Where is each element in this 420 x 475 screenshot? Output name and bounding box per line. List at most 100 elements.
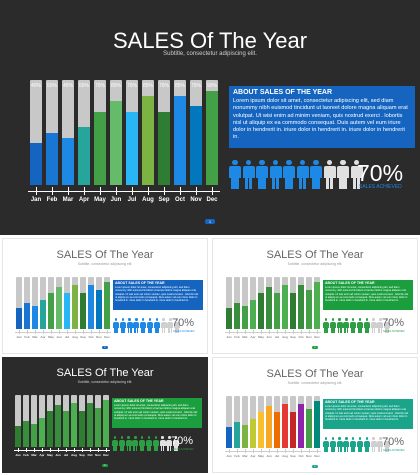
person-leg bbox=[344, 446, 347, 453]
month-label-jun: Jun bbox=[55, 453, 61, 457]
person-leg bbox=[353, 327, 356, 334]
bar-nov bbox=[305, 409, 313, 448]
person-torso bbox=[133, 321, 140, 328]
slide-page-indicator[interactable]: 1 bbox=[102, 346, 108, 349]
x-axis-line bbox=[15, 332, 111, 333]
person-torso bbox=[350, 166, 363, 179]
bar-mar bbox=[241, 305, 249, 329]
month-label-jul: Jul bbox=[274, 454, 280, 458]
month-label-aug: Aug bbox=[142, 197, 154, 203]
person-leg bbox=[285, 178, 289, 190]
x-axis-tick bbox=[301, 330, 302, 334]
person-head bbox=[245, 160, 251, 166]
month-label-apr: Apr bbox=[250, 335, 256, 339]
month-label-dec: Dec bbox=[206, 197, 218, 203]
month-label-aug: Aug bbox=[282, 454, 288, 458]
bar-track-apr bbox=[249, 277, 257, 329]
month-label-mar: Mar bbox=[31, 453, 37, 457]
person-head bbox=[147, 436, 151, 439]
bar-track-dec bbox=[103, 277, 111, 329]
person-icon bbox=[152, 436, 159, 452]
person-leg bbox=[312, 178, 316, 190]
person-torso bbox=[329, 440, 336, 447]
bar-apr bbox=[249, 300, 257, 329]
person-leg bbox=[316, 178, 320, 190]
x-axis-tick bbox=[52, 187, 53, 195]
slide-preview-light-green[interactable]: SALES Of The Year Subtitle, consectetur a… bbox=[212, 238, 418, 354]
person-torso bbox=[323, 440, 329, 447]
big-percent: 70% bbox=[382, 436, 405, 448]
slide-preview-light-multicolor[interactable]: SALES Of The Year Subtitle, consectetur a… bbox=[212, 357, 418, 473]
month-label-dec: Dec bbox=[314, 454, 320, 458]
person-leg bbox=[116, 327, 118, 334]
bar-track-aug: 85% bbox=[141, 80, 155, 185]
person-icon bbox=[229, 160, 241, 190]
bar-track-may bbox=[257, 396, 265, 448]
slide-preview-large[interactable]: SALES Of The Year Subtitle, consectetur a… bbox=[0, 0, 420, 235]
person-head bbox=[128, 318, 131, 321]
person-leg bbox=[160, 445, 163, 452]
month-label-feb: Feb bbox=[46, 197, 58, 203]
slide-preview-light-blue[interactable]: SALES Of The Year Subtitle, consectetur a… bbox=[2, 238, 208, 354]
person-leg bbox=[157, 327, 159, 334]
person-head bbox=[385, 437, 389, 440]
x-axis-tick bbox=[59, 330, 60, 334]
bar-may bbox=[47, 292, 55, 329]
bar-track-nov bbox=[95, 277, 103, 329]
bar-percent-label: 40% bbox=[30, 83, 41, 89]
person-icon bbox=[343, 437, 350, 453]
person-icon bbox=[153, 318, 160, 334]
info-body-text: Lorem ipsum dolor sit amet, consectetur … bbox=[233, 98, 408, 141]
bar-oct bbox=[297, 403, 305, 448]
month-label-apr: Apr bbox=[40, 335, 46, 339]
bar-dec bbox=[103, 282, 111, 329]
bar-track-sep bbox=[289, 396, 297, 448]
bar-aug bbox=[70, 402, 78, 447]
info-heading: ABOUT SALES OF THE YEAR bbox=[115, 281, 165, 285]
person-icon bbox=[296, 160, 309, 190]
month-label-may: May bbox=[47, 453, 53, 457]
person-leg bbox=[380, 446, 383, 453]
person-icon bbox=[329, 318, 336, 334]
person-icon bbox=[119, 318, 126, 334]
person-head bbox=[259, 160, 265, 166]
slide-preview-dark-green[interactable]: SALES Of The Year Subtitle, consectetur a… bbox=[2, 357, 208, 473]
person-head bbox=[134, 436, 137, 439]
bar-chart: Jan Feb Mar Apr May Jun Jul Aug Sep Oct Nov Dec bbox=[15, 277, 111, 343]
bar-track-aug bbox=[281, 277, 289, 329]
slide-page-indicator[interactable]: 1 bbox=[102, 464, 108, 467]
person-leg bbox=[119, 445, 122, 452]
person-head bbox=[326, 160, 332, 166]
bar-track-apr: 55% bbox=[77, 80, 91, 185]
person-icon bbox=[350, 318, 357, 334]
bar-mar bbox=[31, 305, 39, 329]
person-leg bbox=[337, 327, 340, 334]
bar-track-aug bbox=[71, 277, 79, 329]
person-torso bbox=[153, 321, 160, 328]
bar-track-mar bbox=[241, 277, 249, 329]
x-axis-tick bbox=[34, 448, 35, 452]
person-torso bbox=[323, 166, 336, 179]
bar-jan bbox=[225, 308, 233, 329]
bar-track-sep bbox=[289, 277, 297, 329]
person-head bbox=[324, 437, 328, 440]
x-axis-tick bbox=[107, 330, 108, 334]
month-label-nov: Nov bbox=[95, 453, 101, 457]
person-leg bbox=[371, 327, 374, 334]
slide-page-indicator[interactable]: 1 bbox=[312, 346, 318, 349]
person-torso bbox=[310, 166, 322, 179]
person-leg bbox=[358, 446, 360, 453]
slide-page-indicator[interactable]: 1 bbox=[205, 219, 215, 224]
info-box: ABOUT SALES OF THE YEAR Lorem ipsum dolor… bbox=[113, 280, 203, 310]
big-percent: 70% bbox=[357, 160, 404, 186]
person-torso bbox=[384, 440, 391, 447]
person-torso bbox=[159, 439, 166, 446]
x-axis-tick bbox=[229, 330, 230, 334]
bar-percent-label: 85% bbox=[174, 83, 185, 89]
bar-oct bbox=[297, 284, 305, 329]
person-icon bbox=[113, 318, 119, 334]
person-leg bbox=[156, 445, 158, 452]
slide-page-indicator[interactable]: 1 bbox=[312, 465, 318, 468]
bar-aug bbox=[141, 95, 155, 185]
